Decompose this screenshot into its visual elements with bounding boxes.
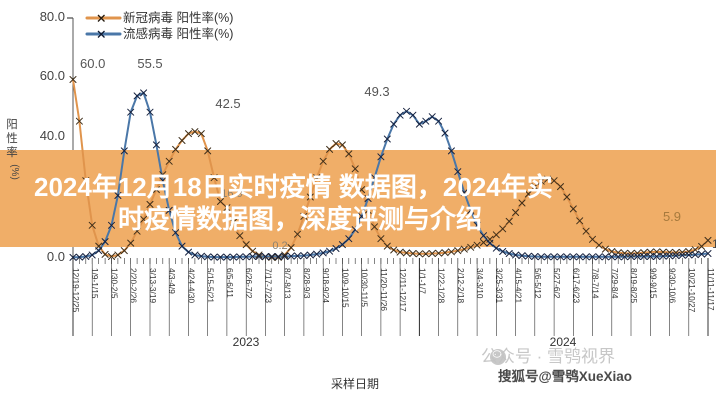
svg-text:7/17-7/23: 7/17-7/23 bbox=[263, 268, 273, 303]
svg-text:10/9-10/15: 10/9-10/15 bbox=[340, 268, 350, 308]
svg-text:1/22-1/28: 1/22-1/28 bbox=[437, 268, 447, 303]
svg-text:3/4-3/10: 3/4-3/10 bbox=[475, 268, 485, 299]
svg-text:10/30-11/5: 10/30-11/5 bbox=[360, 268, 370, 307]
svg-text:新冠病毒 阳性率(%): 新冠病毒 阳性率(%) bbox=[123, 10, 233, 25]
svg-text:11/20-11/26: 11/20-11/26 bbox=[379, 268, 389, 311]
svg-text:10/21-10/27: 10/21-10/27 bbox=[687, 268, 697, 313]
svg-text:5/15-5/21: 5/15-5/21 bbox=[206, 268, 216, 303]
svg-text:2023: 2023 bbox=[233, 335, 260, 349]
svg-text:3/25-3/31: 3/25-3/31 bbox=[494, 268, 504, 303]
svg-text:9/18-9/24: 9/18-9/24 bbox=[321, 268, 331, 303]
svg-text:5/6-5/12: 5/6-5/12 bbox=[533, 268, 543, 299]
svg-text:40.0: 40.0 bbox=[40, 128, 65, 143]
svg-text:1/30-2/5: 1/30-2/5 bbox=[110, 268, 120, 299]
svg-text:4/15-4/21: 4/15-4/21 bbox=[514, 268, 524, 303]
svg-text:6/17-6/23: 6/17-6/23 bbox=[571, 268, 581, 303]
svg-text:0.0: 0.0 bbox=[47, 249, 65, 264]
svg-text:率: 率 bbox=[6, 145, 18, 159]
svg-text:1/9-1/15: 1/9-1/15 bbox=[90, 268, 100, 299]
svg-text:3/13-3/19: 3/13-3/19 bbox=[148, 268, 158, 303]
svg-text:9/30-10/6: 9/30-10/6 bbox=[668, 268, 678, 303]
svg-text:7/8-7/14: 7/8-7/14 bbox=[591, 268, 601, 299]
svg-text:12/11-12/17: 12/11-12/17 bbox=[398, 268, 408, 312]
svg-text:8/7-8/13: 8/7-8/13 bbox=[283, 268, 293, 299]
svg-text:5/27-6/2: 5/27-6/2 bbox=[552, 268, 562, 299]
svg-text:16.9: 16.9 bbox=[221, 188, 242, 200]
svg-text:0.2: 0.2 bbox=[272, 240, 287, 252]
svg-text:搜狐号@雪鸮XueXiao: 搜狐号@雪鸮XueXiao bbox=[498, 368, 632, 384]
svg-text:2/12-2/18: 2/12-2/18 bbox=[456, 268, 466, 303]
svg-text:6/5-6/11: 6/5-6/11 bbox=[225, 268, 235, 298]
svg-text:性: 性 bbox=[6, 131, 18, 145]
svg-text:55.5: 55.5 bbox=[137, 56, 162, 71]
svg-text:(%): (%) bbox=[9, 164, 20, 180]
svg-text:8/28-9/3: 8/28-9/3 bbox=[302, 268, 312, 299]
svg-text:阳: 阳 bbox=[6, 118, 18, 131]
svg-text:7/29-8/4: 7/29-8/4 bbox=[610, 268, 620, 299]
svg-text:8/19-8/25: 8/19-8/25 bbox=[629, 268, 639, 303]
svg-text:采样日期: 采样日期 bbox=[331, 376, 379, 391]
svg-text:42.5: 42.5 bbox=[215, 96, 240, 111]
svg-text:5.9: 5.9 bbox=[663, 209, 681, 224]
svg-text:4/3-4/9: 4/3-4/9 bbox=[167, 268, 177, 294]
svg-text:80.0: 80.0 bbox=[40, 9, 65, 24]
svg-text:4/24-4/30: 4/24-4/30 bbox=[187, 268, 197, 303]
svg-text:60.0: 60.0 bbox=[80, 56, 105, 71]
svg-text:60.0: 60.0 bbox=[40, 68, 65, 83]
svg-text:1.5: 1.5 bbox=[712, 237, 716, 251]
svg-text:2/20-2/26: 2/20-2/26 bbox=[129, 268, 139, 303]
svg-text:9/9-9/15: 9/9-9/15 bbox=[648, 268, 658, 299]
svg-text:流感病毒 阳性率(%): 流感病毒 阳性率(%) bbox=[123, 26, 233, 41]
svg-text:49.3: 49.3 bbox=[364, 84, 389, 99]
svg-text:6/26-7/2: 6/26-7/2 bbox=[244, 268, 254, 299]
